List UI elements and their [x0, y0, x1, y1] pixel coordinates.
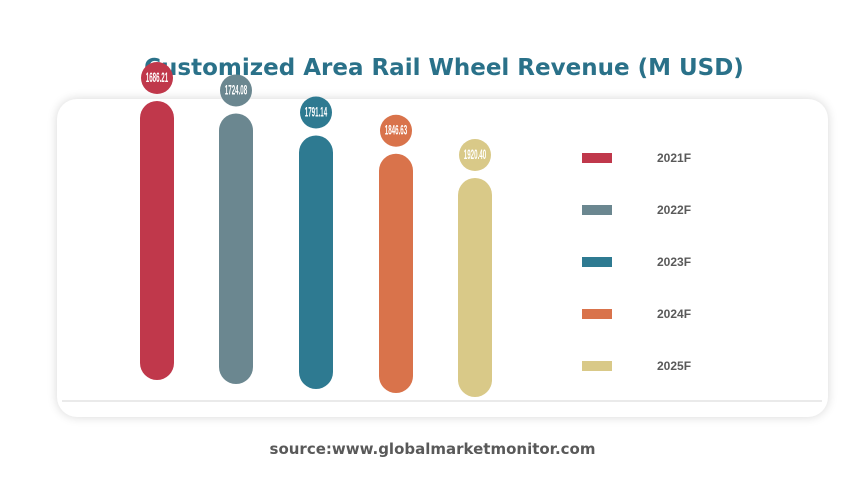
legend-swatch-2024F: [582, 309, 612, 319]
legend-label-2023F: 2023F: [657, 255, 691, 269]
legend: 2021F 2022F 2023F 2024F 2025F: [582, 151, 691, 373]
value-label-2024F: 1846.63: [385, 123, 407, 138]
legend-label-2024F: 2024F: [657, 307, 691, 321]
value-bubble-2024F: [380, 114, 412, 147]
source-text: source:www.globalmarketmonitor.com: [269, 440, 596, 458]
legend-swatch-2021F: [582, 153, 612, 163]
bar-2023F: [299, 135, 333, 389]
legend-label-2025F: 2025F: [657, 359, 691, 373]
legend-swatch-2025F: [582, 361, 612, 371]
value-bubble-2021F: [141, 62, 173, 94]
bar-2021F: [140, 101, 174, 380]
value-bubble-2025F: [459, 139, 491, 171]
value-bubble-2023F: [300, 96, 332, 129]
legend-swatch-2022F: [582, 205, 612, 215]
value-label-2021F: 1686.21: [146, 70, 168, 85]
value-label-2025F: 1920.40: [464, 147, 486, 162]
chart-card: [57, 99, 828, 417]
value-bubble-2022F: [220, 74, 252, 107]
bar-2025F: [458, 178, 492, 397]
bar-2024F: [379, 153, 413, 393]
value-label-2023F: 1791.14: [305, 105, 327, 120]
value-label-2022F: 1724.08: [225, 83, 247, 98]
bar-2022F: [219, 113, 253, 384]
legend-label-2022F: 2022F: [657, 203, 691, 217]
legend-label-2021F: 2021F: [657, 151, 691, 165]
bars-group: 1686.21 1724.08 1791.14 1846.63 1920.40: [140, 62, 492, 397]
legend-swatch-2023F: [582, 257, 612, 267]
